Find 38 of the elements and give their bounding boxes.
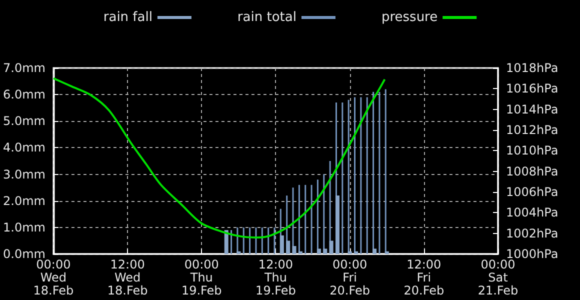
y2-tick-label: 1012hPa (506, 123, 558, 137)
y2-tick-label: 1016hPa (506, 82, 558, 96)
bar (298, 251, 302, 254)
bar (280, 235, 284, 254)
x-tick-label: 12:00 Wed 18.Feb (107, 258, 148, 298)
y2-tick-label: 1004hPa (506, 206, 558, 220)
y2-tick-label: 1008hPa (506, 164, 558, 178)
bar (236, 251, 241, 254)
bar (286, 240, 290, 254)
bar (323, 248, 328, 254)
y2-tick-label: 1014hPa (506, 102, 558, 116)
bar (329, 240, 334, 254)
y2-tick-label: 1006hPa (506, 185, 558, 199)
y-tick-label: 1.0mm (2, 220, 46, 234)
y-tick-label: 2.0mm (2, 194, 46, 208)
y2-tick-label: 1018hPa (506, 61, 558, 75)
bar (372, 248, 377, 254)
bar (316, 248, 321, 254)
y-tick-label: 7.0mm (2, 61, 46, 75)
bar (384, 251, 389, 254)
bar (354, 251, 358, 254)
y-tick-label: 6.0mm (2, 88, 46, 102)
x-tick-label: 00:00 Fri 20.Feb (330, 258, 370, 298)
x-tick-label: 12:00 Fri 20.Feb (404, 258, 444, 298)
legend-label: rain total (237, 10, 296, 25)
x-tick-label: 12:00 Thu 19.Feb (256, 258, 296, 298)
bar (292, 246, 296, 254)
y-tick-label: 5.0mm (2, 114, 46, 128)
legend-label: rain fall (103, 10, 152, 25)
y2-tick-label: 1010hPa (506, 144, 558, 158)
bar (224, 230, 228, 254)
y-tick-label: 4.0mm (2, 140, 46, 155)
x-tick-label: 00:00 Thu 19.Feb (181, 258, 222, 298)
bar (348, 251, 352, 254)
legend-label: pressure (381, 10, 438, 25)
y2-tick-label: 1002hPa (506, 226, 558, 240)
bar (335, 196, 340, 254)
y-tick-label: 3.0mm (2, 167, 46, 182)
